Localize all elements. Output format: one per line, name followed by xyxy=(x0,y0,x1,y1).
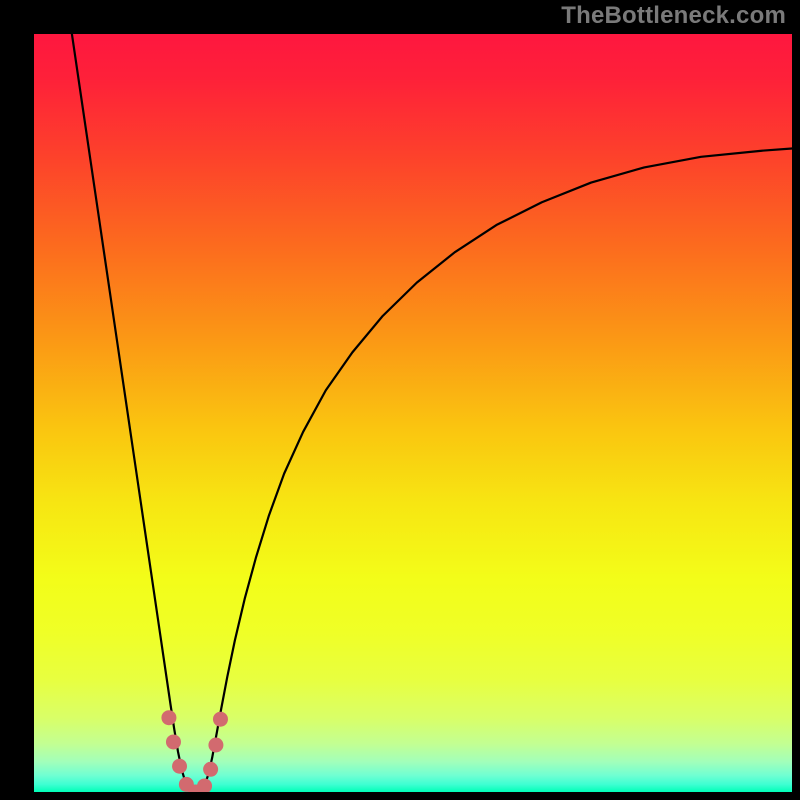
curve-marker xyxy=(172,759,187,774)
frame-right xyxy=(792,0,800,800)
curve-marker xyxy=(166,734,181,749)
frame-bottom xyxy=(0,792,800,800)
curve-marker xyxy=(161,710,176,725)
curve-marker xyxy=(208,738,223,753)
chart-background-gradient xyxy=(34,34,792,792)
watermark-text: TheBottleneck.com xyxy=(561,2,786,30)
curve-marker xyxy=(213,712,228,727)
frame-left xyxy=(0,0,34,800)
curve-marker xyxy=(203,762,218,777)
bottleneck-curve-chart xyxy=(34,34,792,792)
